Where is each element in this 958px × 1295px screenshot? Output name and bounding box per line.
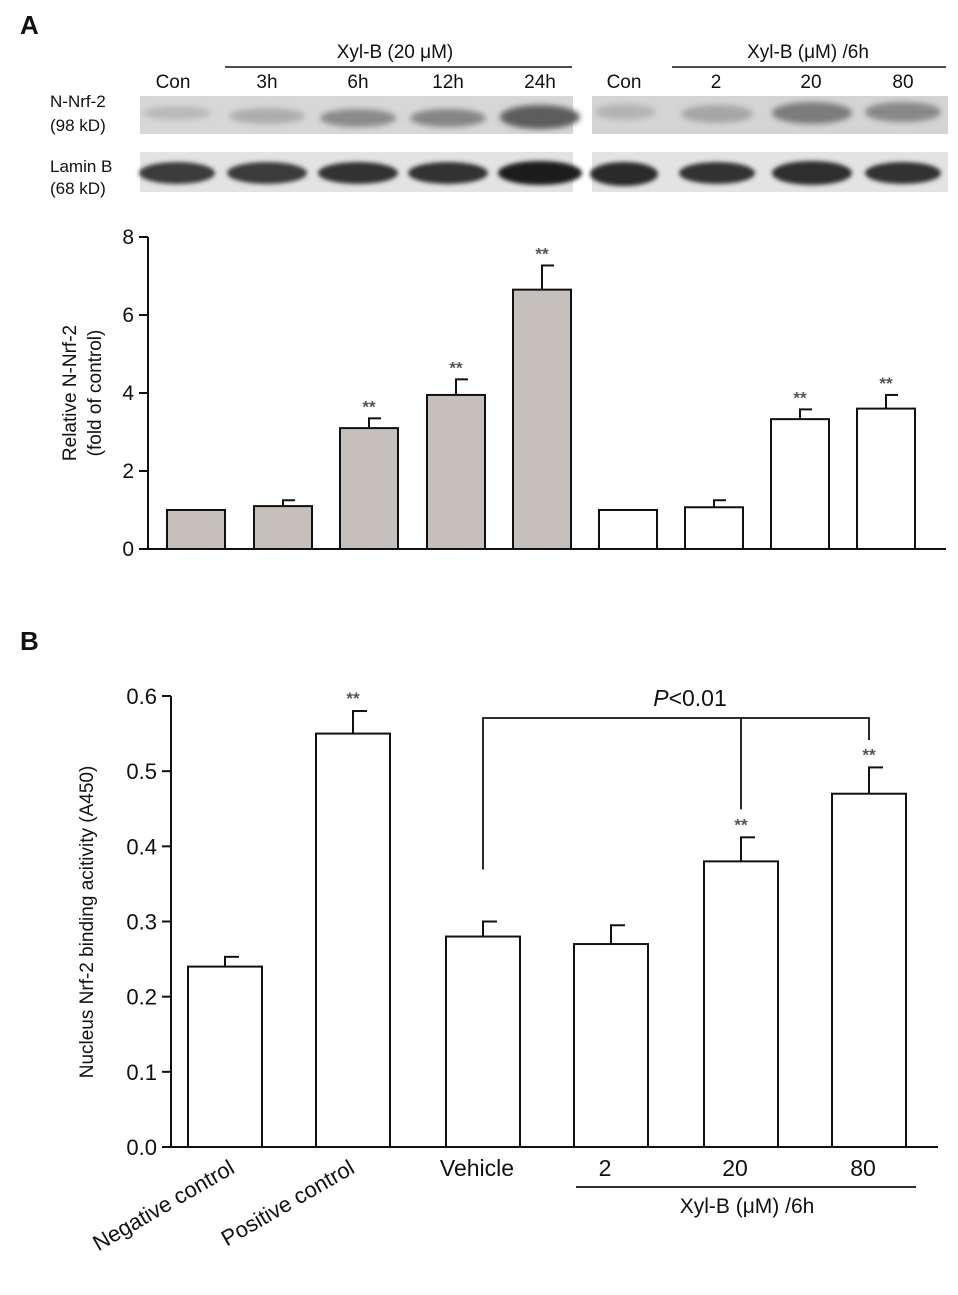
lamin-band	[227, 162, 307, 184]
chart-b-significance: **	[862, 745, 876, 764]
chart-a-bar	[598, 509, 658, 550]
chart-b-y-tick-label: 0.0	[126, 1135, 157, 1160]
chart-a-bar	[856, 407, 916, 550]
chart-b-bar	[703, 860, 779, 1148]
chart-a-significance: **	[362, 397, 376, 416]
chart-a-y-tick-label: 2	[122, 460, 134, 483]
chart-a-bar	[166, 509, 226, 550]
blot-lane-label: 2	[711, 72, 722, 93]
chart-a: 0 2 4 6 8 ** ** ** ** ** Relative N-Nrf-2 (fold …	[60, 226, 946, 561]
panel-a-label: A	[20, 10, 39, 40]
nrf2-band	[229, 108, 305, 124]
chart-b-y-tick-label: 0.3	[126, 910, 157, 935]
chart-a-significance: **	[535, 244, 549, 263]
chart-b-x-label: 20	[722, 1155, 748, 1181]
chart-b-y-tick-label: 0.5	[126, 759, 157, 784]
lamin-band	[139, 162, 215, 184]
chart-b-y-tick-label: 0.4	[126, 834, 157, 859]
chart-b-y-axis: 0.0 0.1 0.2 0.3 0.4 0.5 0.6	[126, 684, 938, 1160]
nrf2-bands	[143, 102, 941, 129]
panel-b-label: B	[20, 626, 39, 656]
chart-a-significance: **	[449, 358, 463, 377]
nrf2-band	[320, 109, 396, 127]
blot-row1-label-line1: N-Nrf-2	[50, 92, 106, 111]
blot-lane-label: 80	[892, 72, 913, 93]
blot-lane-label: 20	[800, 72, 821, 93]
bracket-p-value: P<0.01	[653, 685, 727, 711]
chart-a-y-tick-label: 0	[122, 538, 134, 561]
chart-a-bar	[253, 505, 313, 551]
chart-b-x-label: Positive control	[217, 1155, 359, 1251]
chart-a-bars: ** ** ** ** **	[166, 244, 916, 551]
chart-b-significance: **	[734, 815, 748, 834]
chart-a-y-tick-label: 6	[122, 304, 134, 327]
chart-b-bars: ** ** **	[187, 689, 907, 1148]
p-italic: P	[653, 685, 669, 711]
lamin-band	[318, 162, 398, 184]
chart-b-x-label: 2	[599, 1155, 612, 1181]
nrf2-band	[410, 109, 486, 127]
blot-lane-label: 12h	[432, 72, 464, 93]
chart-a-bar	[339, 427, 399, 551]
blot-headers: Xyl-B (20 μM) Xyl-B (μM) /6h Con 3h 6h 12h 2…	[156, 42, 946, 93]
nrf2-band	[772, 102, 852, 124]
bracket-line	[482, 717, 870, 870]
chart-a-significance: **	[879, 374, 893, 393]
nrf2-band	[500, 105, 580, 129]
chart-a-significance: **	[793, 388, 807, 407]
p-threshold: <0.01	[669, 685, 727, 711]
nrf2-band	[865, 102, 941, 122]
blot-lane-label: 3h	[256, 72, 277, 93]
chart-a-bar	[426, 393, 486, 551]
chart-b-x-label: Negative control	[88, 1155, 238, 1256]
chart-b-bar	[573, 943, 649, 1148]
lamin-band	[865, 162, 941, 184]
blot-lane-label: Con	[156, 72, 191, 93]
blot-image	[139, 96, 948, 192]
nrf2-band	[143, 106, 211, 120]
nrf2-band	[595, 104, 655, 120]
chart-b-y-tick-label: 0.6	[126, 684, 157, 709]
blot-lane-label: Con	[607, 72, 642, 93]
chart-b-bar	[831, 792, 907, 1148]
chart-b-y-tick-label: 0.2	[126, 985, 157, 1010]
chart-b: 0.0 0.1 0.2 0.3 0.4 0.5 0.6 ** ** ** Negative co…	[77, 684, 938, 1256]
chart-a-bar	[770, 418, 830, 550]
blot-row1-label-line2: (98 kD)	[50, 116, 106, 135]
chart-a-bar	[684, 506, 744, 550]
chart-b-x-label: 80	[850, 1155, 876, 1181]
chart-b-bar	[445, 935, 521, 1148]
blot-group1-header: Xyl-B (20 μM)	[337, 42, 454, 63]
lamin-band	[772, 161, 852, 185]
lamin-band	[679, 162, 755, 184]
blot-lane-label: 6h	[347, 72, 368, 93]
blot-row-labels: N-Nrf-2 (98 kD) Lamin B (68 kD)	[50, 92, 112, 198]
chart-b-ylabel: Nucleus Nrf-2 binding acitivity (A450)	[77, 766, 98, 1079]
chart-b-bar	[187, 965, 263, 1148]
blot-row2-label-line2: (68 kD)	[50, 179, 106, 198]
chart-a-y-tick-label: 8	[122, 226, 134, 249]
blot-lane-labels: Con 3h 6h 12h 24h Con 2 20 80	[156, 72, 914, 93]
chart-b-bar	[315, 732, 391, 1148]
chart-a-bar	[512, 288, 572, 550]
significance-bracket: P<0.01	[482, 685, 870, 870]
group-label: Xyl-B (μM) /6h	[680, 1195, 815, 1218]
chart-a-ylabel-line2: (fold of control)	[85, 330, 106, 457]
chart-b-y-tick-label: 0.1	[126, 1060, 157, 1085]
nrf2-band	[681, 105, 753, 123]
chart-a-y-tick-label: 4	[122, 382, 134, 405]
chart-a-ylabel-line1: Relative N-Nrf-2	[60, 325, 81, 461]
blot-group2-header: Xyl-B (μM) /6h	[747, 42, 869, 63]
blot-row2-label-line1: Lamin B	[50, 157, 112, 176]
lamin-bands	[139, 161, 941, 186]
lamin-band	[590, 162, 658, 186]
blot-lane-label: 24h	[524, 72, 556, 93]
chart-b-x-label: Vehicle	[440, 1155, 514, 1181]
chart-b-significance: **	[346, 689, 360, 708]
lamin-band	[498, 161, 582, 185]
lamin-band	[408, 162, 488, 184]
